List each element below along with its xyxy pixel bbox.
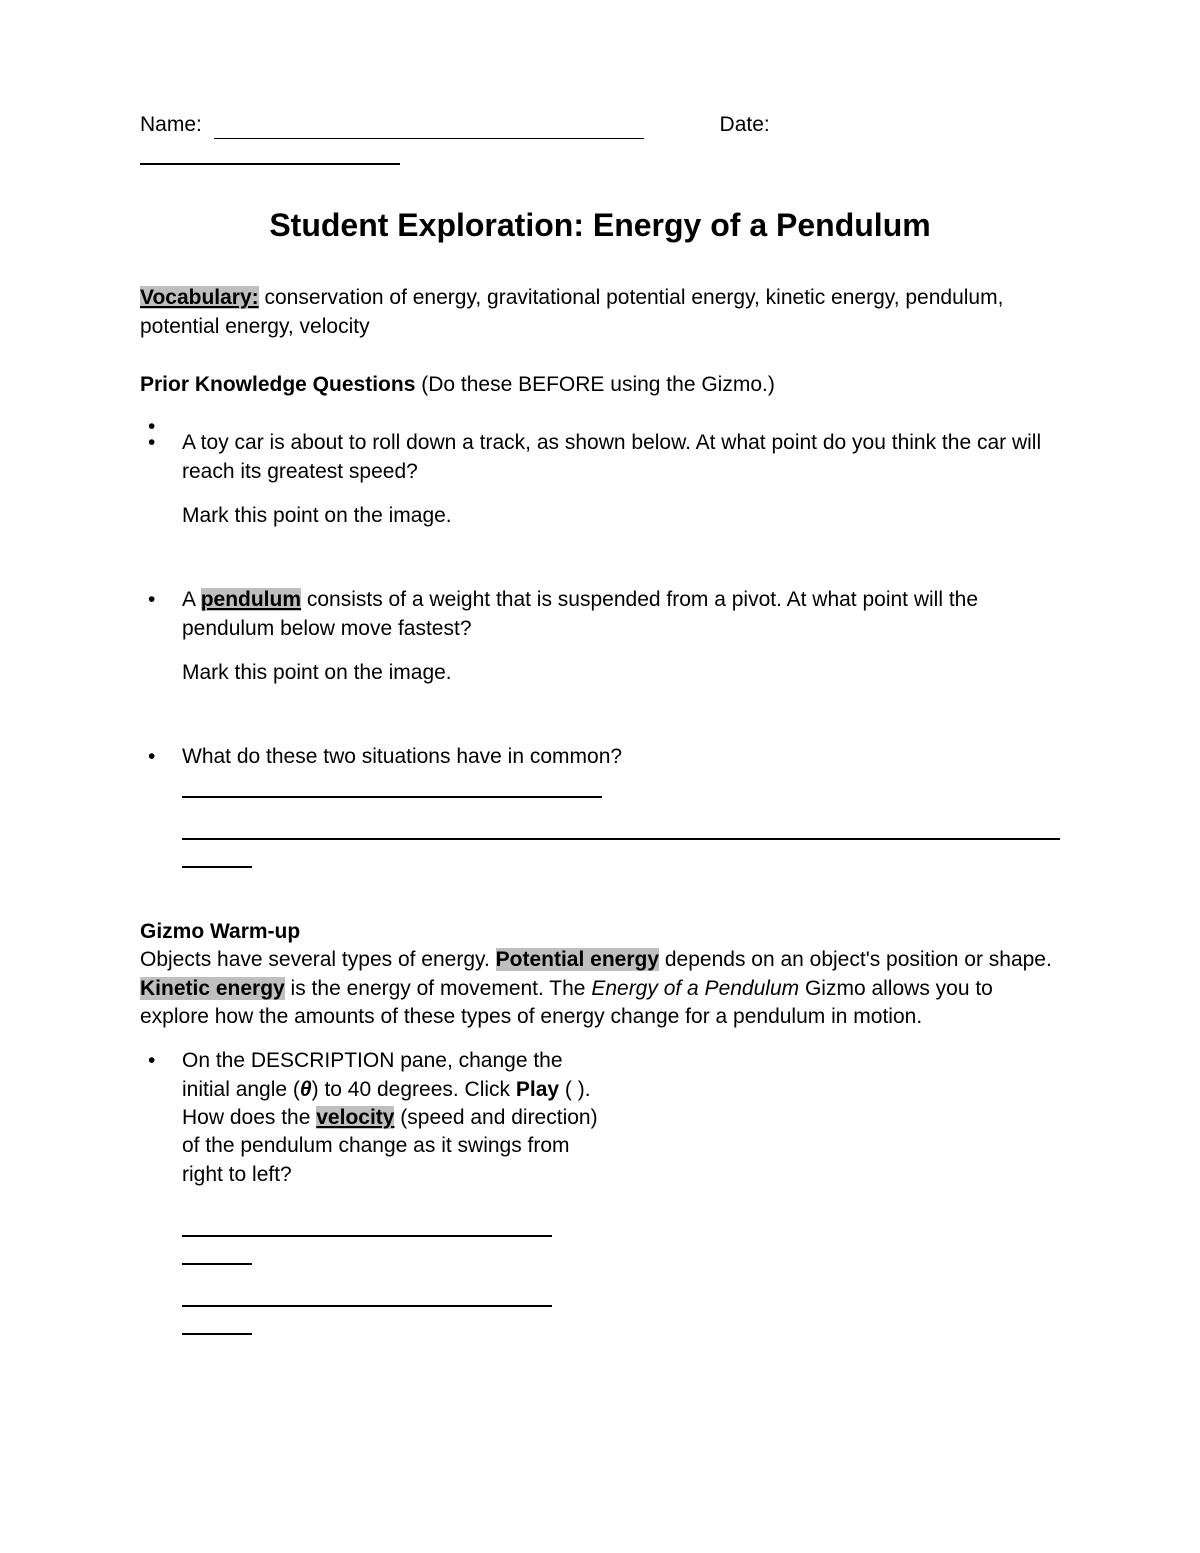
q2-post: consists of a weight that is suspended f… — [182, 588, 978, 639]
q3-text: What do these two situations have in com… — [182, 743, 1060, 771]
date-label: Date: — [720, 113, 770, 136]
step-b: ) to 40 degrees. Click — [312, 1078, 516, 1101]
warmup-mid1: depends on an object's position or shape… — [659, 948, 1052, 971]
bullet-empty — [140, 413, 1060, 423]
warmup-step-row: On the DESCRIPTION pane, change the init… — [140, 1047, 1060, 1357]
warmup-answer-line-4[interactable] — [182, 1315, 252, 1335]
warmup-answer-line-3[interactable] — [182, 1287, 552, 1307]
q3-answer-line-2[interactable] — [182, 820, 1060, 840]
velocity-term: velocity — [316, 1106, 394, 1129]
question-2: A pendulum consists of a weight that is … — [140, 586, 1060, 721]
warmup-step-1: On the DESCRIPTION pane, change the init… — [140, 1047, 600, 1335]
play-label: Play — [516, 1078, 559, 1101]
q3-answer-line-1[interactable] — [182, 778, 602, 798]
q3-answer-line-3[interactable] — [182, 848, 252, 868]
worksheet-page: Name: Date: Student Exploration: Energy … — [0, 0, 1200, 1553]
warmup-answer-line-2[interactable] — [182, 1245, 252, 1265]
prior-heading-rest: (Do these BEFORE using the Gizmo.) — [415, 373, 774, 396]
page-title: Student Exploration: Energy of a Pendulu… — [140, 207, 1060, 244]
vocabulary-label: Vocabulary: — [140, 286, 259, 309]
vocabulary-text: conservation of energy, gravitational po… — [140, 286, 1003, 337]
warmup-pre: Objects have several types of energy. — [140, 948, 496, 971]
warmup-section: Gizmo Warm-up Objects have several types… — [140, 918, 1060, 1357]
name-label: Name: — [140, 113, 202, 136]
vocabulary-section: Vocabulary: conservation of energy, grav… — [140, 284, 1060, 341]
q2-text: A pendulum consists of a weight that is … — [182, 586, 1060, 643]
question-1: A toy car is about to roll down a track,… — [140, 429, 1060, 564]
kinetic-energy-term: Kinetic energy — [140, 977, 285, 1000]
question-3: What do these two situations have in com… — [140, 743, 1060, 867]
pendulum-term: pendulum — [201, 588, 301, 611]
prior-questions-list: A toy car is about to roll down a track,… — [140, 413, 1060, 867]
prior-knowledge-heading: Prior Knowledge Questions (Do these BEFO… — [140, 371, 1060, 399]
q1-text: A toy car is about to roll down a track,… — [182, 429, 1060, 486]
q1-instruction: Mark this point on the image. — [182, 502, 1060, 530]
potential-energy-term: Potential energy — [496, 948, 659, 971]
header-row: Name: Date: — [140, 110, 1060, 139]
q2-pre: A — [182, 588, 201, 611]
theta-symbol: θ — [300, 1078, 312, 1101]
prior-heading-bold: Prior Knowledge Questions — [140, 373, 415, 396]
warmup-step-text: On the DESCRIPTION pane, change the init… — [182, 1047, 602, 1189]
warmup-mid2: is the energy of movement. The — [285, 977, 592, 1000]
gizmo-name: Energy of a Pendulum — [591, 977, 799, 1000]
name-input-line[interactable] — [214, 138, 644, 139]
q2-instruction: Mark this point on the image. — [182, 659, 1060, 687]
warmup-answer-line-1[interactable] — [182, 1217, 552, 1237]
warmup-heading: Gizmo Warm-up — [140, 918, 1060, 946]
warmup-paragraph: Objects have several types of energy. Po… — [140, 946, 1060, 1031]
date-input-line[interactable] — [140, 145, 400, 165]
